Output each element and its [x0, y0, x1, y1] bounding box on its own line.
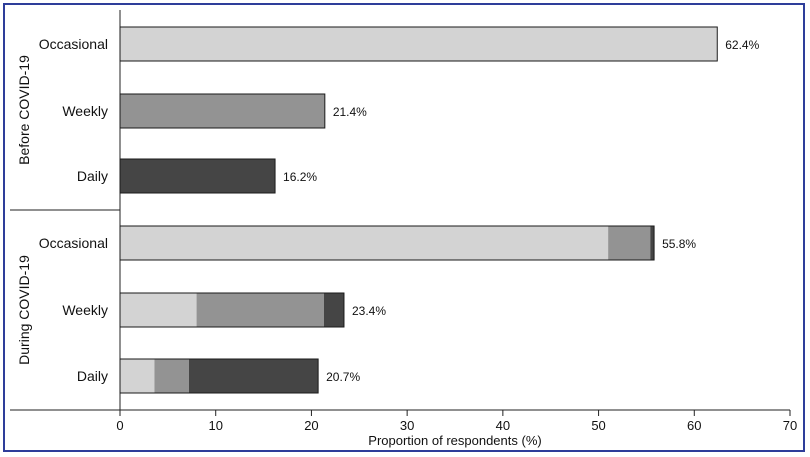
- bar-segment-weekly: [196, 293, 324, 327]
- bar-segment-daily: [188, 359, 319, 393]
- bar-outline: [119, 225, 655, 261]
- bar-segment-occasional: [120, 359, 155, 393]
- bar-segment-occasional: [120, 226, 609, 260]
- x-axis-label: Proportion of respondents (%): [368, 433, 541, 448]
- data-label: 20.7%: [326, 370, 360, 384]
- x-tick-label: 60: [687, 418, 701, 433]
- x-tick-label: 40: [496, 418, 510, 433]
- bars: [119, 26, 718, 394]
- data-label: 55.8%: [662, 237, 696, 251]
- x-tick-label: 10: [208, 418, 222, 433]
- bar-segment-weekly: [120, 94, 325, 128]
- x-tick-label: 30: [400, 418, 414, 433]
- category-label: Daily: [77, 168, 108, 184]
- figure-frame: [3, 3, 805, 452]
- bar-segment-occasional: [120, 27, 718, 61]
- group-label: Before COVID-19: [16, 55, 32, 165]
- data-label: 23.4%: [352, 304, 386, 318]
- bar-outline: [119, 26, 718, 62]
- data-label: 21.4%: [333, 105, 367, 119]
- labels: 0 10 20 30 40 50 60 70 Proportion of respondents…: [16, 36, 797, 448]
- category-label: Occasional: [39, 235, 108, 251]
- bar-outline: [119, 292, 345, 328]
- bar-segment-weekly: [154, 359, 189, 393]
- bar-segment-occasional: [120, 293, 197, 327]
- bar-outline: [119, 93, 326, 129]
- bar-outline: [119, 358, 319, 394]
- category-label: Weekly: [62, 302, 108, 318]
- group-label: During COVID-19: [16, 255, 32, 365]
- bar-segment-daily: [650, 226, 655, 260]
- x-tick-label: 70: [783, 418, 797, 433]
- axes: [10, 10, 791, 416]
- data-label: 16.2%: [283, 170, 317, 184]
- x-tick-label: 20: [304, 418, 318, 433]
- bar-outline: [119, 158, 276, 194]
- bar-segment-daily: [323, 293, 344, 327]
- bar-segment-daily: [120, 159, 276, 193]
- category-label: Weekly: [62, 103, 108, 119]
- data-label: 62.4%: [725, 38, 759, 52]
- x-tick-label: 50: [591, 418, 605, 433]
- x-tick-label: 0: [116, 418, 123, 433]
- category-label: Occasional: [39, 36, 108, 52]
- bar-segment-weekly: [608, 226, 651, 260]
- category-label: Daily: [77, 368, 108, 384]
